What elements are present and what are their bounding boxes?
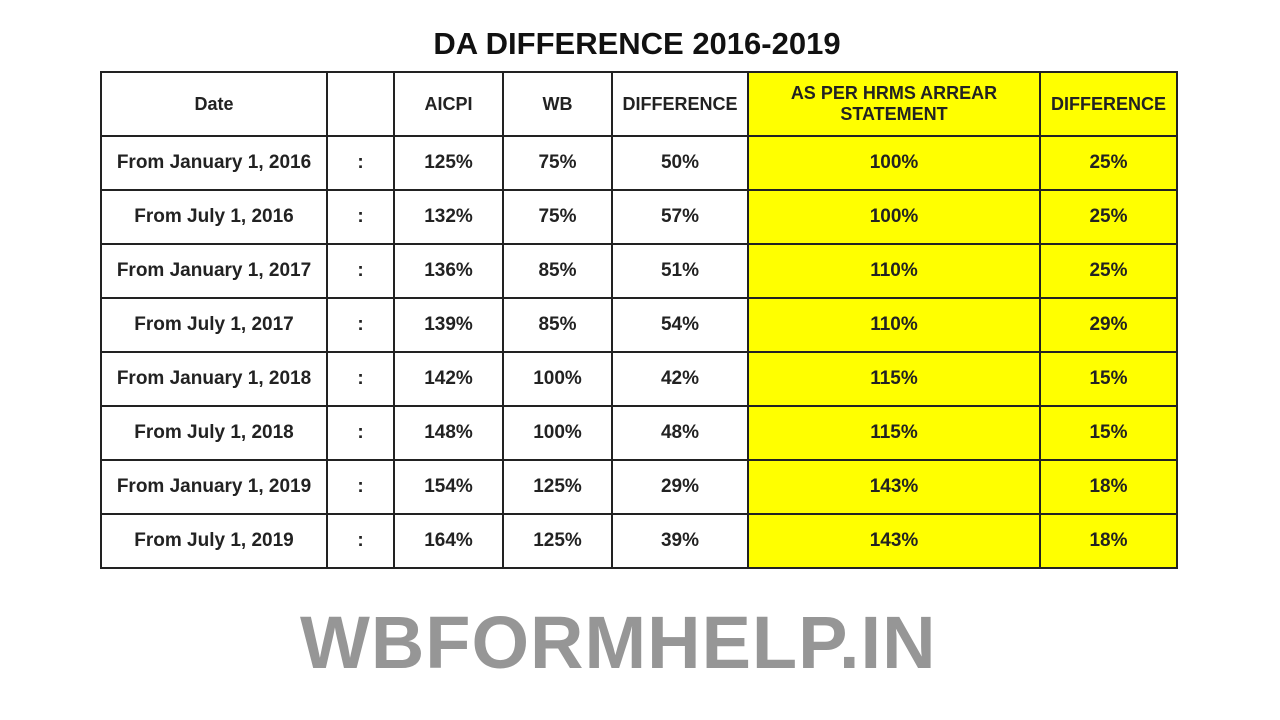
header-difference: DIFFERENCE xyxy=(611,71,749,137)
cell-difference: 57% xyxy=(611,189,749,245)
table-row: From July 1, 2017:139% 85% 54% 110% 29% xyxy=(100,297,1178,353)
header-row: Date AICPI WB DIFFERENCE AS PER HRMS ARR… xyxy=(100,71,1178,137)
cell-separator: : xyxy=(326,513,395,569)
cell-wb: 75% xyxy=(502,189,613,245)
watermark: WBFORMHELP.IN xyxy=(300,601,937,684)
cell-hrms-difference: 25% xyxy=(1039,243,1178,299)
cell-aicpi: 164% xyxy=(393,513,504,569)
cell-aicpi: 139% xyxy=(393,297,504,353)
cell-date: From July 1, 2017 xyxy=(100,297,328,353)
cell-hrms-arrear: 110% xyxy=(747,297,1041,353)
cell-separator: : xyxy=(326,135,395,191)
cell-date: From July 1, 2018 xyxy=(100,405,328,461)
cell-aicpi: 142% xyxy=(393,351,504,407)
table-row: From January 1, 2017:136% 85% 51% 110% 25% xyxy=(100,243,1178,299)
cell-hrms-arrear: 100% xyxy=(747,135,1041,191)
cell-separator: : xyxy=(326,297,395,353)
cell-aicpi: 148% xyxy=(393,405,504,461)
table-row: From January 1, 2019:154% 125% 29% 143% 18% xyxy=(100,459,1178,515)
cell-difference: 50% xyxy=(611,135,749,191)
cell-date: From January 1, 2018 xyxy=(100,351,328,407)
cell-date: From January 1, 2019 xyxy=(100,459,328,515)
cell-date: From January 1, 2017 xyxy=(100,243,328,299)
cell-difference: 48% xyxy=(611,405,749,461)
table-row: From January 1, 2016:125% 75% 50% 100% 25% xyxy=(100,135,1178,191)
cell-wb: 85% xyxy=(502,297,613,353)
cell-aicpi: 132% xyxy=(393,189,504,245)
cell-wb: 100% xyxy=(502,351,613,407)
table-row: From July 1, 2018:148% 100% 48% 115% 15% xyxy=(100,405,1178,461)
cell-separator: : xyxy=(326,351,395,407)
cell-separator: : xyxy=(326,243,395,299)
header-hrms-difference: DIFFERENCE xyxy=(1039,71,1178,137)
cell-hrms-arrear: 143% xyxy=(747,513,1041,569)
da-difference-table: Date AICPI WB DIFFERENCE AS PER HRMS ARR… xyxy=(100,71,1178,569)
header-aicpi: AICPI xyxy=(393,71,504,137)
table-row: From July 1, 2019:164% 125% 39% 143% 18% xyxy=(100,513,1178,569)
cell-difference: 39% xyxy=(611,513,749,569)
cell-separator: : xyxy=(326,405,395,461)
header-hrms-arrear: AS PER HRMS ARREAR STATEMENT xyxy=(747,71,1041,137)
cell-hrms-arrear: 115% xyxy=(747,405,1041,461)
cell-hrms-arrear: 100% xyxy=(747,189,1041,245)
cell-separator: : xyxy=(326,189,395,245)
cell-hrms-arrear: 115% xyxy=(747,351,1041,407)
cell-date: From July 1, 2019 xyxy=(100,513,328,569)
cell-hrms-difference: 18% xyxy=(1039,513,1178,569)
cell-difference: 42% xyxy=(611,351,749,407)
header-wb: WB xyxy=(502,71,613,137)
header-date: Date xyxy=(100,71,328,137)
cell-date: From January 1, 2016 xyxy=(100,135,328,191)
cell-aicpi: 154% xyxy=(393,459,504,515)
cell-separator: : xyxy=(326,459,395,515)
cell-wb: 85% xyxy=(502,243,613,299)
cell-hrms-difference: 15% xyxy=(1039,351,1178,407)
cell-difference: 29% xyxy=(611,459,749,515)
table-row: From July 1, 2016:132% 75% 57% 100% 25% xyxy=(100,189,1178,245)
cell-aicpi: 136% xyxy=(393,243,504,299)
page-title: DA DIFFERENCE 2016-2019 xyxy=(433,26,841,61)
cell-difference: 54% xyxy=(611,297,749,353)
cell-hrms-difference: 29% xyxy=(1039,297,1178,353)
cell-hrms-arrear: 143% xyxy=(747,459,1041,515)
cell-wb: 125% xyxy=(502,513,613,569)
cell-aicpi: 125% xyxy=(393,135,504,191)
cell-difference: 51% xyxy=(611,243,749,299)
cell-hrms-difference: 18% xyxy=(1039,459,1178,515)
table-row: From January 1, 2018:142% 100% 42% 115% 15% xyxy=(100,351,1178,407)
cell-hrms-arrear: 110% xyxy=(747,243,1041,299)
cell-hrms-difference: 25% xyxy=(1039,189,1178,245)
cell-hrms-difference: 15% xyxy=(1039,405,1178,461)
cell-wb: 125% xyxy=(502,459,613,515)
header-separator xyxy=(326,71,395,137)
cell-wb: 75% xyxy=(502,135,613,191)
cell-hrms-difference: 25% xyxy=(1039,135,1178,191)
cell-wb: 100% xyxy=(502,405,613,461)
cell-date: From July 1, 2016 xyxy=(100,189,328,245)
